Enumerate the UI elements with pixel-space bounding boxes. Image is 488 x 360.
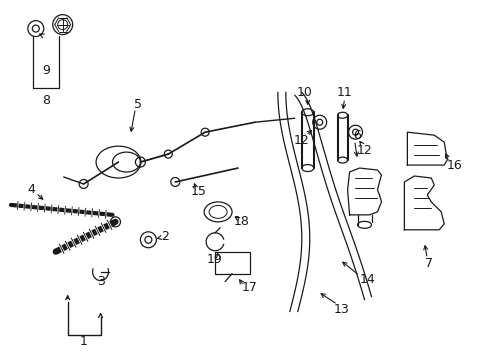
Text: 12: 12 xyxy=(293,134,309,147)
Text: 7: 7 xyxy=(425,257,432,270)
Text: 2: 2 xyxy=(161,230,169,243)
Text: 9: 9 xyxy=(42,64,50,77)
Text: 4: 4 xyxy=(27,184,35,197)
Text: 1: 1 xyxy=(80,335,87,348)
Text: 17: 17 xyxy=(242,281,257,294)
Text: 13: 13 xyxy=(333,303,349,316)
Text: 19: 19 xyxy=(206,253,222,266)
Text: 14: 14 xyxy=(359,273,375,286)
Text: 3: 3 xyxy=(97,275,104,288)
Text: 11: 11 xyxy=(336,86,352,99)
Text: 5: 5 xyxy=(134,98,142,111)
Text: 10: 10 xyxy=(296,86,312,99)
Text: 18: 18 xyxy=(234,215,249,228)
Text: 15: 15 xyxy=(190,185,206,198)
Text: 8: 8 xyxy=(41,94,50,107)
Text: 6: 6 xyxy=(353,129,361,142)
Text: 16: 16 xyxy=(446,158,461,172)
Text: 12: 12 xyxy=(356,144,372,157)
